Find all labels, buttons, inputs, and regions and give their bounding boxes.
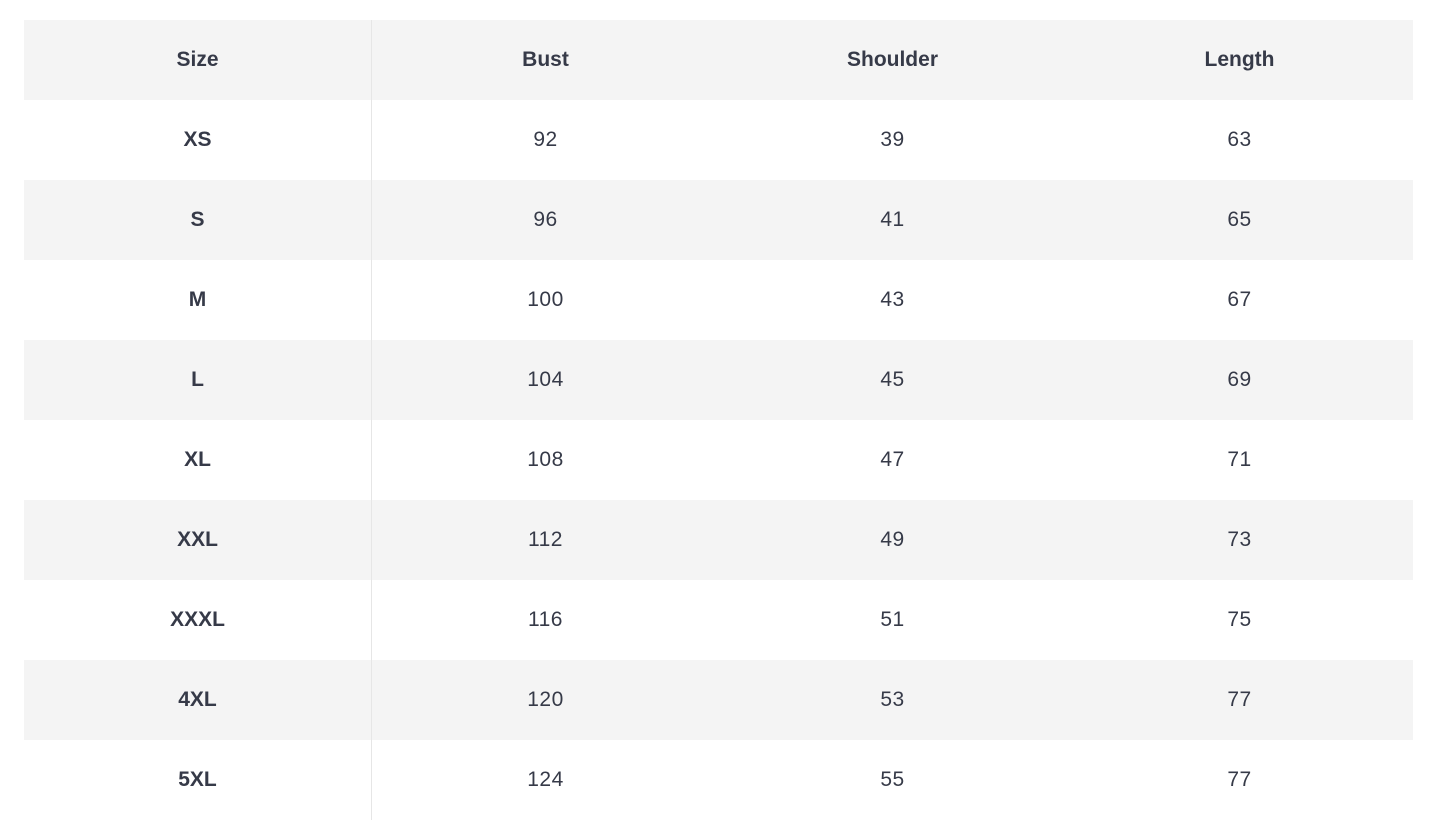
table-row: 5XL 124 55 77 bbox=[24, 740, 1413, 820]
header-bust: Bust bbox=[522, 48, 569, 71]
table-row: XL 108 47 71 bbox=[24, 420, 1413, 500]
size-cell: M bbox=[24, 260, 372, 340]
length-cell: 65 bbox=[1227, 208, 1252, 231]
header-row: Size Bust Shoulder Length bbox=[24, 20, 1413, 100]
bust-cell: 104 bbox=[527, 368, 564, 391]
bust-cell: 108 bbox=[527, 448, 564, 471]
table-row: XXL 112 49 73 bbox=[24, 500, 1413, 580]
bust-cell: 120 bbox=[527, 688, 564, 711]
shoulder-cell: 51 bbox=[880, 608, 905, 631]
size-cell: 4XL bbox=[24, 660, 372, 740]
shoulder-cell: 49 bbox=[880, 528, 905, 551]
length-cell: 63 bbox=[1227, 128, 1252, 151]
shoulder-cell: 41 bbox=[880, 208, 905, 231]
header-length: Length bbox=[1204, 48, 1275, 71]
header-shoulder: Shoulder bbox=[846, 48, 938, 71]
shoulder-cell: 53 bbox=[880, 688, 905, 711]
size-cell: XL bbox=[24, 420, 372, 500]
bust-cell: 96 bbox=[533, 208, 558, 231]
size-cell: XS bbox=[24, 100, 372, 180]
bust-cell: 92 bbox=[533, 128, 558, 151]
size-cell: 5XL bbox=[24, 740, 372, 820]
table-row: XXXL 116 51 75 bbox=[24, 580, 1413, 660]
length-cell: 75 bbox=[1227, 608, 1252, 631]
size-cell: S bbox=[24, 180, 372, 260]
length-cell: 73 bbox=[1227, 528, 1252, 551]
shoulder-cell: 55 bbox=[880, 768, 905, 791]
table-row: 4XL 120 53 77 bbox=[24, 660, 1413, 740]
length-cell: 77 bbox=[1227, 768, 1252, 791]
length-cell: 71 bbox=[1227, 448, 1252, 471]
size-cell: XXXL bbox=[24, 580, 372, 660]
header-size: Size bbox=[24, 20, 372, 100]
shoulder-cell: 47 bbox=[880, 448, 905, 471]
bust-cell: 116 bbox=[528, 608, 563, 631]
table-row: M 100 43 67 bbox=[24, 260, 1413, 340]
bust-cell: 100 bbox=[527, 288, 564, 311]
shoulder-cell: 43 bbox=[880, 288, 905, 311]
bust-cell: 124 bbox=[527, 768, 564, 791]
table-row: L 104 45 69 bbox=[24, 340, 1413, 420]
length-cell: 69 bbox=[1227, 368, 1252, 391]
length-cell: 67 bbox=[1227, 288, 1252, 311]
size-cell: XXL bbox=[24, 500, 372, 580]
table-row: XS 92 39 63 bbox=[24, 100, 1413, 180]
size-chart-table: Size Bust Shoulder Length XS 92 39 63 S 96 41 6… bbox=[24, 20, 1413, 820]
shoulder-cell: 39 bbox=[880, 128, 905, 151]
bust-cell: 112 bbox=[528, 528, 563, 551]
table-row: S 96 41 65 bbox=[24, 180, 1413, 260]
length-cell: 77 bbox=[1227, 688, 1252, 711]
size-cell: L bbox=[24, 340, 372, 420]
shoulder-cell: 45 bbox=[880, 368, 905, 391]
